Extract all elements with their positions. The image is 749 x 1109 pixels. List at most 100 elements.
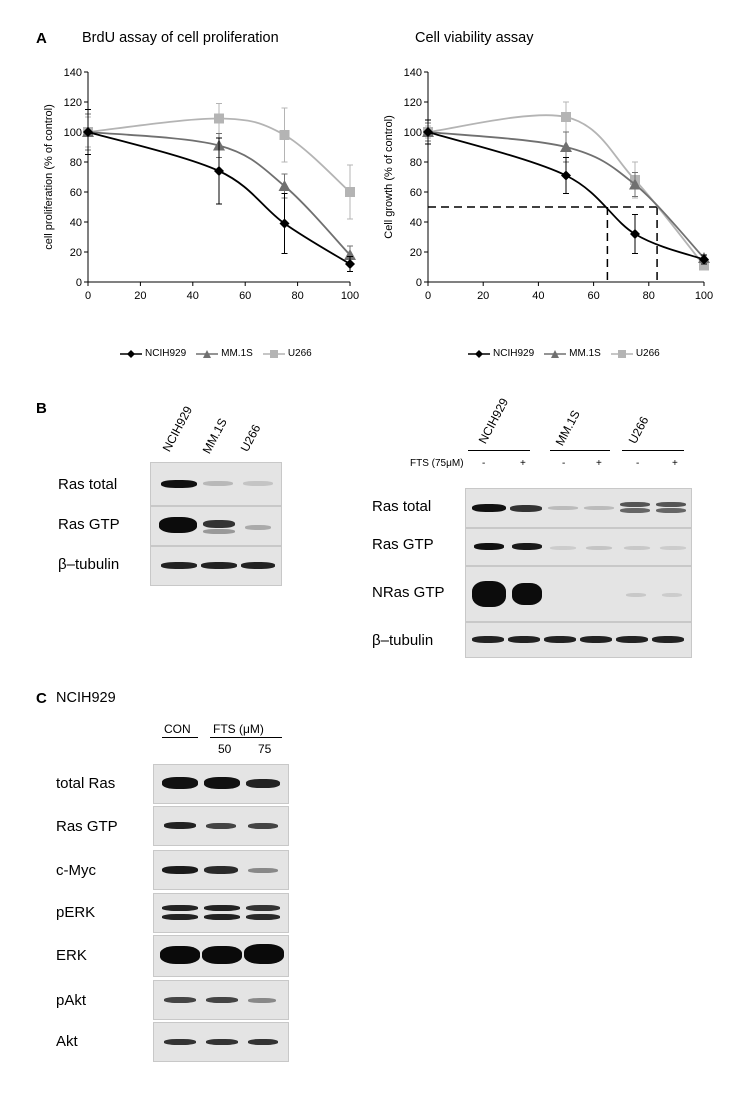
chart2-legend: NCIH929 MM.1S U266 — [468, 348, 666, 359]
chart1-title: BrdU assay of cell proliferation — [82, 30, 279, 46]
data-point — [699, 254, 709, 265]
data-point — [345, 187, 355, 197]
sign-label: - — [482, 458, 486, 469]
blot-row-label: Akt — [56, 1033, 78, 1050]
y-tick-label: 80 — [70, 157, 82, 169]
legend-label: NCIH929 — [493, 348, 535, 359]
legend-item-mm1s: MM.1S — [196, 348, 253, 359]
legend-item-mm1s: MM.1S — [544, 348, 601, 359]
y-tick-label: 140 — [404, 67, 422, 79]
blot-row-label: ERK — [56, 947, 87, 964]
x-tick-label: 40 — [187, 290, 199, 302]
sign-label: - — [636, 458, 640, 469]
blot-akt — [153, 1022, 289, 1062]
blot-row-label: total Ras — [56, 775, 116, 792]
legend-label: U266 — [287, 348, 312, 359]
x-tick-label: 40 — [532, 290, 544, 302]
y-tick-label: 40 — [70, 217, 82, 229]
data-point — [83, 127, 93, 137]
group-label: U266 — [625, 414, 652, 446]
panel-c-cell-line: NCIH929 — [56, 690, 116, 706]
group-label: MM.1S — [552, 407, 583, 448]
blot-pakt — [153, 980, 289, 1020]
y-tick-label: 120 — [404, 97, 422, 109]
blot-row-label: Ras total — [372, 498, 432, 515]
series-line — [427, 114, 705, 267]
blot-row-label: pERK — [56, 904, 96, 921]
blot-row-label: Ras GTP — [58, 516, 120, 533]
x-tick-label: 20 — [477, 290, 489, 302]
legend-item-u266: U266 — [610, 348, 660, 359]
con-label: CON — [164, 722, 191, 736]
x-tick-label: 80 — [291, 290, 303, 302]
legend-item-u266: U266 — [262, 348, 312, 359]
y-tick-label: 140 — [64, 67, 82, 79]
x-tick-label: 100 — [695, 290, 713, 302]
y-axis-label: Cell growth (% of control) — [383, 115, 395, 239]
sign-label: - — [562, 458, 566, 469]
data-point — [214, 166, 224, 176]
series-line — [427, 131, 705, 261]
blot-row-label: NRas GTP — [372, 584, 445, 601]
blot-row-label: Ras GTP — [56, 818, 118, 835]
group-label: NCIH929 — [475, 395, 512, 446]
y-tick-label: 100 — [404, 127, 422, 139]
dose-label: 75 — [258, 742, 272, 756]
data-point — [699, 260, 709, 271]
y-tick-label: 120 — [64, 97, 82, 109]
treatment-label: FTS (75μM) — [410, 458, 464, 469]
lane-label: MM.1S — [199, 415, 230, 456]
legend-item-ncih929: NCIH929 — [468, 348, 534, 359]
blot-ras-gtp — [150, 506, 282, 546]
legend-label: MM.1S — [569, 348, 601, 359]
x-tick-label: 20 — [134, 290, 146, 302]
blot-ras-total — [150, 462, 282, 506]
panel-b-letter: B — [36, 400, 47, 417]
sign-label: + — [672, 458, 678, 469]
data-point — [214, 113, 224, 124]
group-underline — [468, 450, 530, 451]
data-point — [345, 259, 355, 269]
series-line — [427, 131, 705, 259]
blot-ras-gtp-fts — [465, 528, 692, 566]
data-point — [279, 130, 290, 140]
legend-label: U266 — [635, 348, 660, 359]
lane-label: NCIH929 — [159, 403, 196, 454]
y-tick-label: 100 — [64, 127, 82, 139]
x-tick-label: 80 — [643, 290, 655, 302]
data-point — [629, 178, 641, 190]
blot-c-myc — [153, 850, 289, 890]
y-tick-label: 20 — [70, 247, 82, 259]
legend-label: NCIH929 — [145, 348, 187, 359]
y-tick-label: 60 — [70, 187, 82, 199]
dose-label: 50 — [218, 742, 232, 756]
blot-total-ras — [153, 764, 289, 804]
series-line — [87, 131, 351, 256]
blot-row-label: Ras total — [58, 476, 118, 493]
blot-row-label: c-Myc — [56, 862, 96, 879]
fts-dose-label: FTS (μM) — [213, 722, 264, 736]
sign-label: + — [596, 458, 602, 469]
y-tick-label: 20 — [410, 247, 422, 259]
blot-row-label: β–tubulin — [372, 632, 434, 649]
legend-label: MM.1S — [221, 348, 253, 359]
blot-ras-gtp-c — [153, 806, 289, 846]
y-tick-label: 80 — [410, 157, 422, 169]
data-point — [278, 180, 291, 191]
blot-row-label: Ras GTP — [372, 536, 434, 553]
panel-c-letter: C — [36, 690, 47, 707]
x-tick-label: 60 — [239, 290, 251, 302]
data-point — [344, 249, 356, 260]
data-point — [630, 229, 640, 239]
blot-erk — [153, 935, 289, 977]
blot-row-label: pAkt — [56, 992, 87, 1009]
x-tick-label: 0 — [425, 290, 431, 302]
y-axis-label: cell proliferation (% of control) — [43, 104, 55, 250]
group-underline — [550, 450, 610, 451]
chart1-legend: NCIH929 MM.1S U266 — [120, 348, 318, 359]
x-tick-label: 0 — [85, 290, 91, 302]
data-point — [561, 170, 571, 181]
con-underline — [162, 737, 198, 738]
legend-item-ncih929: NCIH929 — [120, 348, 186, 359]
